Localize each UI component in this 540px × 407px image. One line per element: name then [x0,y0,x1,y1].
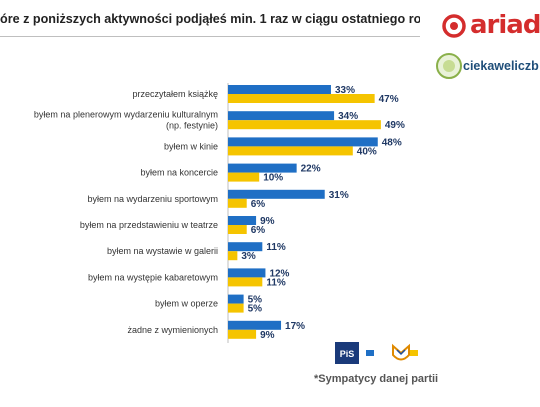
value-label: 3% [241,251,256,262]
legend-po-logo [388,340,414,371]
footnote: *Sympatycy danej partii [314,373,439,385]
category-label: przeczytałem książkę [132,89,218,99]
value-label: 9% [260,216,275,227]
bar-po [228,198,247,208]
category-label: byłem w operze [155,299,218,309]
bar-pis [228,268,266,278]
brand-name: ariadn [470,14,540,38]
category-label: byłem na przedstawieniu w teatrze [80,220,218,230]
category-label: byłem na plenerowym wydarzeniu kulturaln… [34,110,218,131]
bar-pis [228,85,331,94]
question-title: óre z poniższych aktywności podjąłeś min… [0,12,420,26]
po-party-icon [392,343,410,361]
category-label: żadne z wymienionych [127,325,218,335]
bar-po [228,225,247,234]
bar-po [228,172,260,182]
value-label: 17% [285,321,305,332]
bar-pis [228,111,335,121]
legend-po-swatch [410,350,418,356]
category-label: byłem na koncercie [140,168,218,178]
bar-po [228,94,375,103]
bar-po [228,251,238,261]
value-label: 22% [301,164,321,175]
value-label: 5% [248,295,263,306]
bar-po [228,120,381,130]
bar-pis [228,294,244,304]
ariadna-logo-icon [442,14,466,38]
value-label: 47% [379,94,399,105]
value-label: 9% [260,330,275,341]
value-label: 11% [266,277,286,288]
value-label: 6% [251,225,266,236]
bar-po [228,277,263,287]
bar-pis [228,163,297,173]
svg-text:PiS: PiS [340,349,355,359]
value-label: 6% [251,199,266,210]
bar-pis [228,242,263,252]
value-label: 49% [385,120,405,131]
bar-pis [228,320,282,330]
legend-pis-logo: PiS [335,342,359,369]
value-label: 10% [263,173,283,184]
value-label: 11% [266,242,286,253]
value-label: 40% [357,146,377,157]
brand2-name: ciekaweliczb [463,59,539,73]
bar-pis [228,216,257,225]
bar-po [228,146,353,156]
pis-party-icon: PiS [335,342,359,364]
value-label: 34% [338,111,358,122]
bar-po [228,303,244,313]
category-label: byłem na wystawie w galerii [107,246,218,256]
ciekaweliczby-logo: ciekaweliczb [436,52,540,82]
ariadna-logo: ariadn [442,14,540,38]
header-divider [0,36,420,37]
ciekaweliczby-seal-icon [436,53,462,79]
legend-pis-swatch [366,350,374,356]
bar-pis [228,189,325,199]
value-label: 5% [248,304,263,315]
value-label: 33% [335,85,355,96]
category-label: byłem na wydarzeniu sportowym [87,194,218,204]
bar-pis [228,137,378,147]
value-label: 31% [329,190,349,201]
value-label: 12% [269,268,289,279]
bar-po [228,329,257,339]
value-label: 48% [382,137,402,148]
category-label: byłem na występie kabaretowym [88,272,218,282]
category-label: byłem w kinie [164,141,218,151]
